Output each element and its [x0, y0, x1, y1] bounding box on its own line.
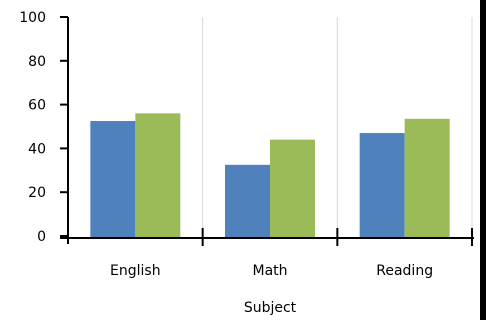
- axes: [60, 0, 486, 320]
- y-tick-label: 40: [28, 141, 46, 157]
- x-axis-title: Subject: [244, 300, 297, 316]
- x-tick-label: Reading: [376, 263, 433, 279]
- bar-english-series-2: [135, 113, 181, 238]
- bar-reading-series-2: [404, 118, 450, 238]
- right-edge-border: [480, 0, 486, 320]
- y-tick-label: 80: [28, 54, 46, 70]
- x-tick-label: Math: [252, 263, 287, 279]
- bar-english-series-1: [90, 121, 136, 238]
- bar-math-series-2: [270, 139, 315, 238]
- y-tick-label: 0: [37, 229, 46, 245]
- x-tick-label: English: [110, 263, 161, 279]
- bar-reading-series-1: [359, 133, 405, 238]
- y-tick-label: 100: [19, 10, 46, 26]
- bar-math-series-1: [225, 164, 270, 238]
- y-tick-label: 60: [28, 98, 46, 114]
- y-tick-label: 20: [28, 185, 46, 201]
- tick-labels: 0 20 40 60 80 100 English Math Reading: [19, 10, 433, 279]
- grid-lines: [202, 17, 473, 238]
- bars: [90, 113, 450, 238]
